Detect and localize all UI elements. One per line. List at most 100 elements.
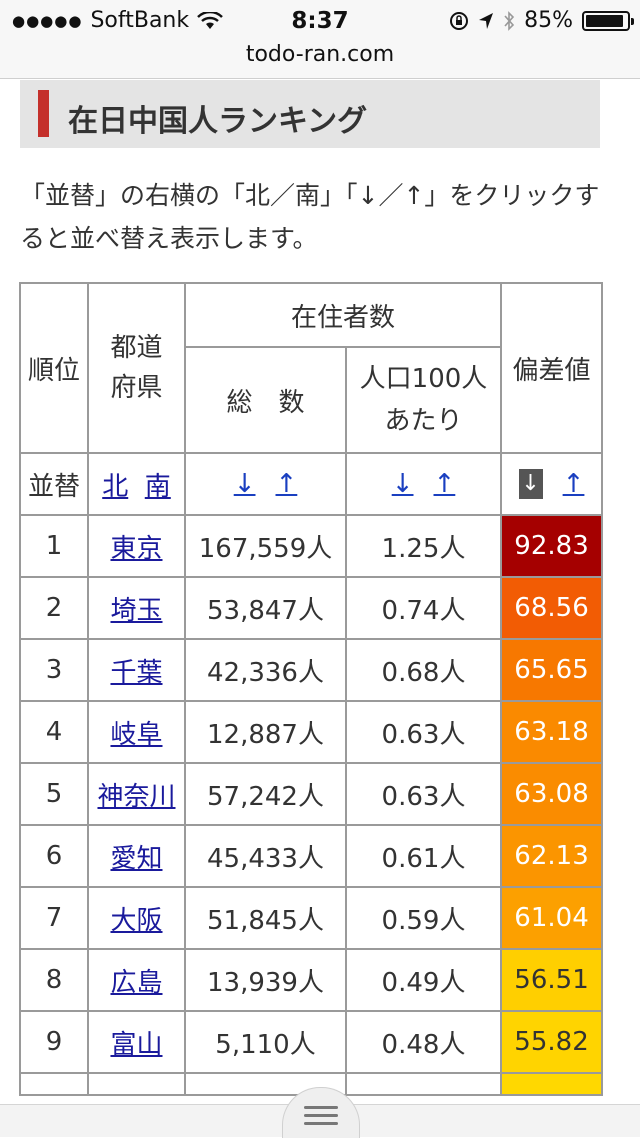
deviation-cell: 55.82	[500, 1010, 604, 1074]
prefecture-link[interactable]: 富山	[110, 1029, 163, 1060]
sort-total-desc-button[interactable]: ↓	[233, 469, 256, 499]
hamburger-icon	[304, 1106, 338, 1130]
url-text: todo-ran.com	[245, 42, 395, 67]
deviation-cell: 65.65	[500, 638, 604, 702]
total-cell: 167,559人	[184, 514, 347, 578]
rank-cell: 7	[19, 886, 89, 950]
rank-cell: 9	[19, 1010, 89, 1074]
table-row: 2 埼玉 53,847人 0.74人 68.56	[19, 576, 604, 640]
table-row: 4 岐阜 12,887人 0.63人 63.18	[19, 700, 604, 764]
per100-cell: 0.63人	[344, 762, 503, 826]
total-cell: 12,887人	[184, 700, 347, 764]
table-row: 9 富山 5,110人 0.48人 55.82	[19, 1010, 604, 1074]
rank-cell: 6	[19, 824, 89, 888]
per100-cell: 0.61人	[344, 824, 503, 888]
wifi-icon	[197, 11, 224, 29]
ranking-table: 順位 都道府県 在住者数 偏差値 総 数 人口100人あたり 並替 北 南 ↓ ↑…	[19, 282, 604, 1096]
per100-cell: 0.59人	[344, 886, 503, 950]
deviation-cell: 56.51	[500, 948, 604, 1012]
carrier-label: SoftBank	[90, 8, 190, 33]
sort-per100-asc-button[interactable]: ↑	[433, 469, 456, 499]
rank-cell: 5	[19, 762, 89, 826]
sort-row: 並替 北 南 ↓ ↑ ↓ ↑ ↓ ↑	[19, 452, 604, 516]
prefecture-link[interactable]: 東京	[110, 533, 163, 564]
prefecture-link[interactable]: 大阪	[110, 905, 163, 936]
prefecture-link[interactable]: 愛知	[110, 843, 163, 874]
sort-deviation-asc-button[interactable]: ↑	[562, 468, 585, 499]
deviation-cell: 68.56	[500, 576, 604, 640]
sort-total-cell: ↓ ↑	[184, 452, 347, 516]
prefecture-cell: 富山	[87, 1010, 186, 1074]
battery-icon	[582, 10, 634, 31]
prefecture-cell: 神奈川	[87, 762, 186, 826]
header-prefecture: 都道府県	[87, 282, 186, 454]
sort-deviation-cell: ↓ ↑	[500, 452, 604, 516]
deviation-cell: 63.08	[500, 762, 604, 826]
signal-dots-icon: ●●●●●	[12, 11, 83, 30]
page-title: 在日中国人ランキング	[68, 104, 368, 139]
sort-total-asc-button[interactable]: ↑	[275, 469, 298, 499]
battery-percent: 85%	[524, 8, 573, 33]
prefecture-cell: 千葉	[87, 638, 186, 702]
prefecture-link[interactable]: 岐阜	[110, 719, 163, 750]
prefecture-link[interactable]: 神奈川	[97, 781, 176, 812]
prefecture-cell: 愛知	[87, 824, 186, 888]
sort-instructions: 「並替」の右横の「北／南」「↓／↑」をクリックすると並べ替え表示します。	[20, 181, 600, 253]
total-cell: 51,845人	[184, 886, 347, 950]
per100-cell: 1.25人	[344, 514, 503, 578]
rank-cell: 4	[19, 700, 89, 764]
prefecture-cell: 埼玉	[87, 576, 186, 640]
sort-label: 並替	[19, 452, 89, 516]
table-row: 5 神奈川 57,242人 0.63人 63.08	[19, 762, 604, 826]
deviation-cell: 92.83	[500, 514, 604, 578]
prefecture-link[interactable]: 埼玉	[110, 595, 163, 626]
deviation-cell: 62.13	[500, 824, 604, 888]
bottom-toolbar	[0, 1087, 640, 1138]
total-cell: 5,110人	[184, 1010, 347, 1074]
total-cell: 42,336人	[184, 638, 347, 702]
sort-pref-cell: 北 南	[87, 452, 186, 516]
per100-cell: 0.74人	[344, 576, 503, 640]
header-per100-label: 人口100人あたり	[359, 364, 488, 436]
heading-accent-bar	[38, 90, 49, 137]
sort-per100-cell: ↓ ↑	[344, 452, 503, 516]
header-residents: 在住者数	[183, 282, 503, 348]
prefecture-link[interactable]: 千葉	[110, 657, 163, 688]
per100-cell: 0.68人	[344, 638, 503, 702]
rotation-lock-icon	[450, 11, 469, 30]
prefecture-cell: 大阪	[87, 886, 186, 950]
per100-cell: 0.63人	[344, 700, 503, 764]
header-total: 総 数	[184, 346, 347, 454]
prefecture-cell: 広島	[87, 948, 186, 1012]
sort-per100-desc-button[interactable]: ↓	[391, 469, 414, 499]
rank-cell: 3	[19, 638, 89, 702]
total-cell: 45,433人	[184, 824, 347, 888]
page-heading: 在日中国人ランキング	[20, 80, 600, 148]
total-cell: 13,939人	[184, 948, 347, 1012]
rank-cell: 2	[19, 576, 89, 640]
sort-south-link[interactable]: 南	[144, 471, 171, 502]
table-row: 1 東京 167,559人 1.25人 92.83	[19, 514, 604, 578]
rank-cell: 1	[19, 514, 89, 578]
total-cell: 53,847人	[184, 576, 347, 640]
header-rank: 順位	[19, 282, 89, 454]
status-bar: ●●●●● SoftBank 8:37 85%	[0, 0, 640, 40]
total-cell: 57,242人	[184, 762, 347, 826]
sort-north-link[interactable]: 北	[102, 471, 129, 502]
per100-cell: 0.49人	[344, 948, 503, 1012]
header-per100: 人口100人あたり	[344, 346, 503, 454]
header-deviation: 偏差値	[500, 282, 604, 454]
url-bar[interactable]: todo-ran.com	[0, 40, 640, 79]
deviation-cell: 63.18	[500, 700, 604, 764]
rank-cell: 8	[19, 948, 89, 1012]
table-row-partial	[19, 1072, 604, 1096]
sort-deviation-desc-button[interactable]: ↓	[518, 469, 543, 500]
location-arrow-icon	[479, 12, 494, 29]
table-row: 7 大阪 51,845人 0.59人 61.04	[19, 886, 604, 950]
deviation-cell: 61.04	[500, 886, 604, 950]
prefecture-cell: 東京	[87, 514, 186, 578]
prefecture-link[interactable]: 広島	[110, 967, 163, 998]
per100-cell: 0.48人	[344, 1010, 503, 1074]
table-row: 8 広島 13,939人 0.49人 56.51	[19, 948, 604, 1012]
bluetooth-icon	[504, 10, 515, 31]
